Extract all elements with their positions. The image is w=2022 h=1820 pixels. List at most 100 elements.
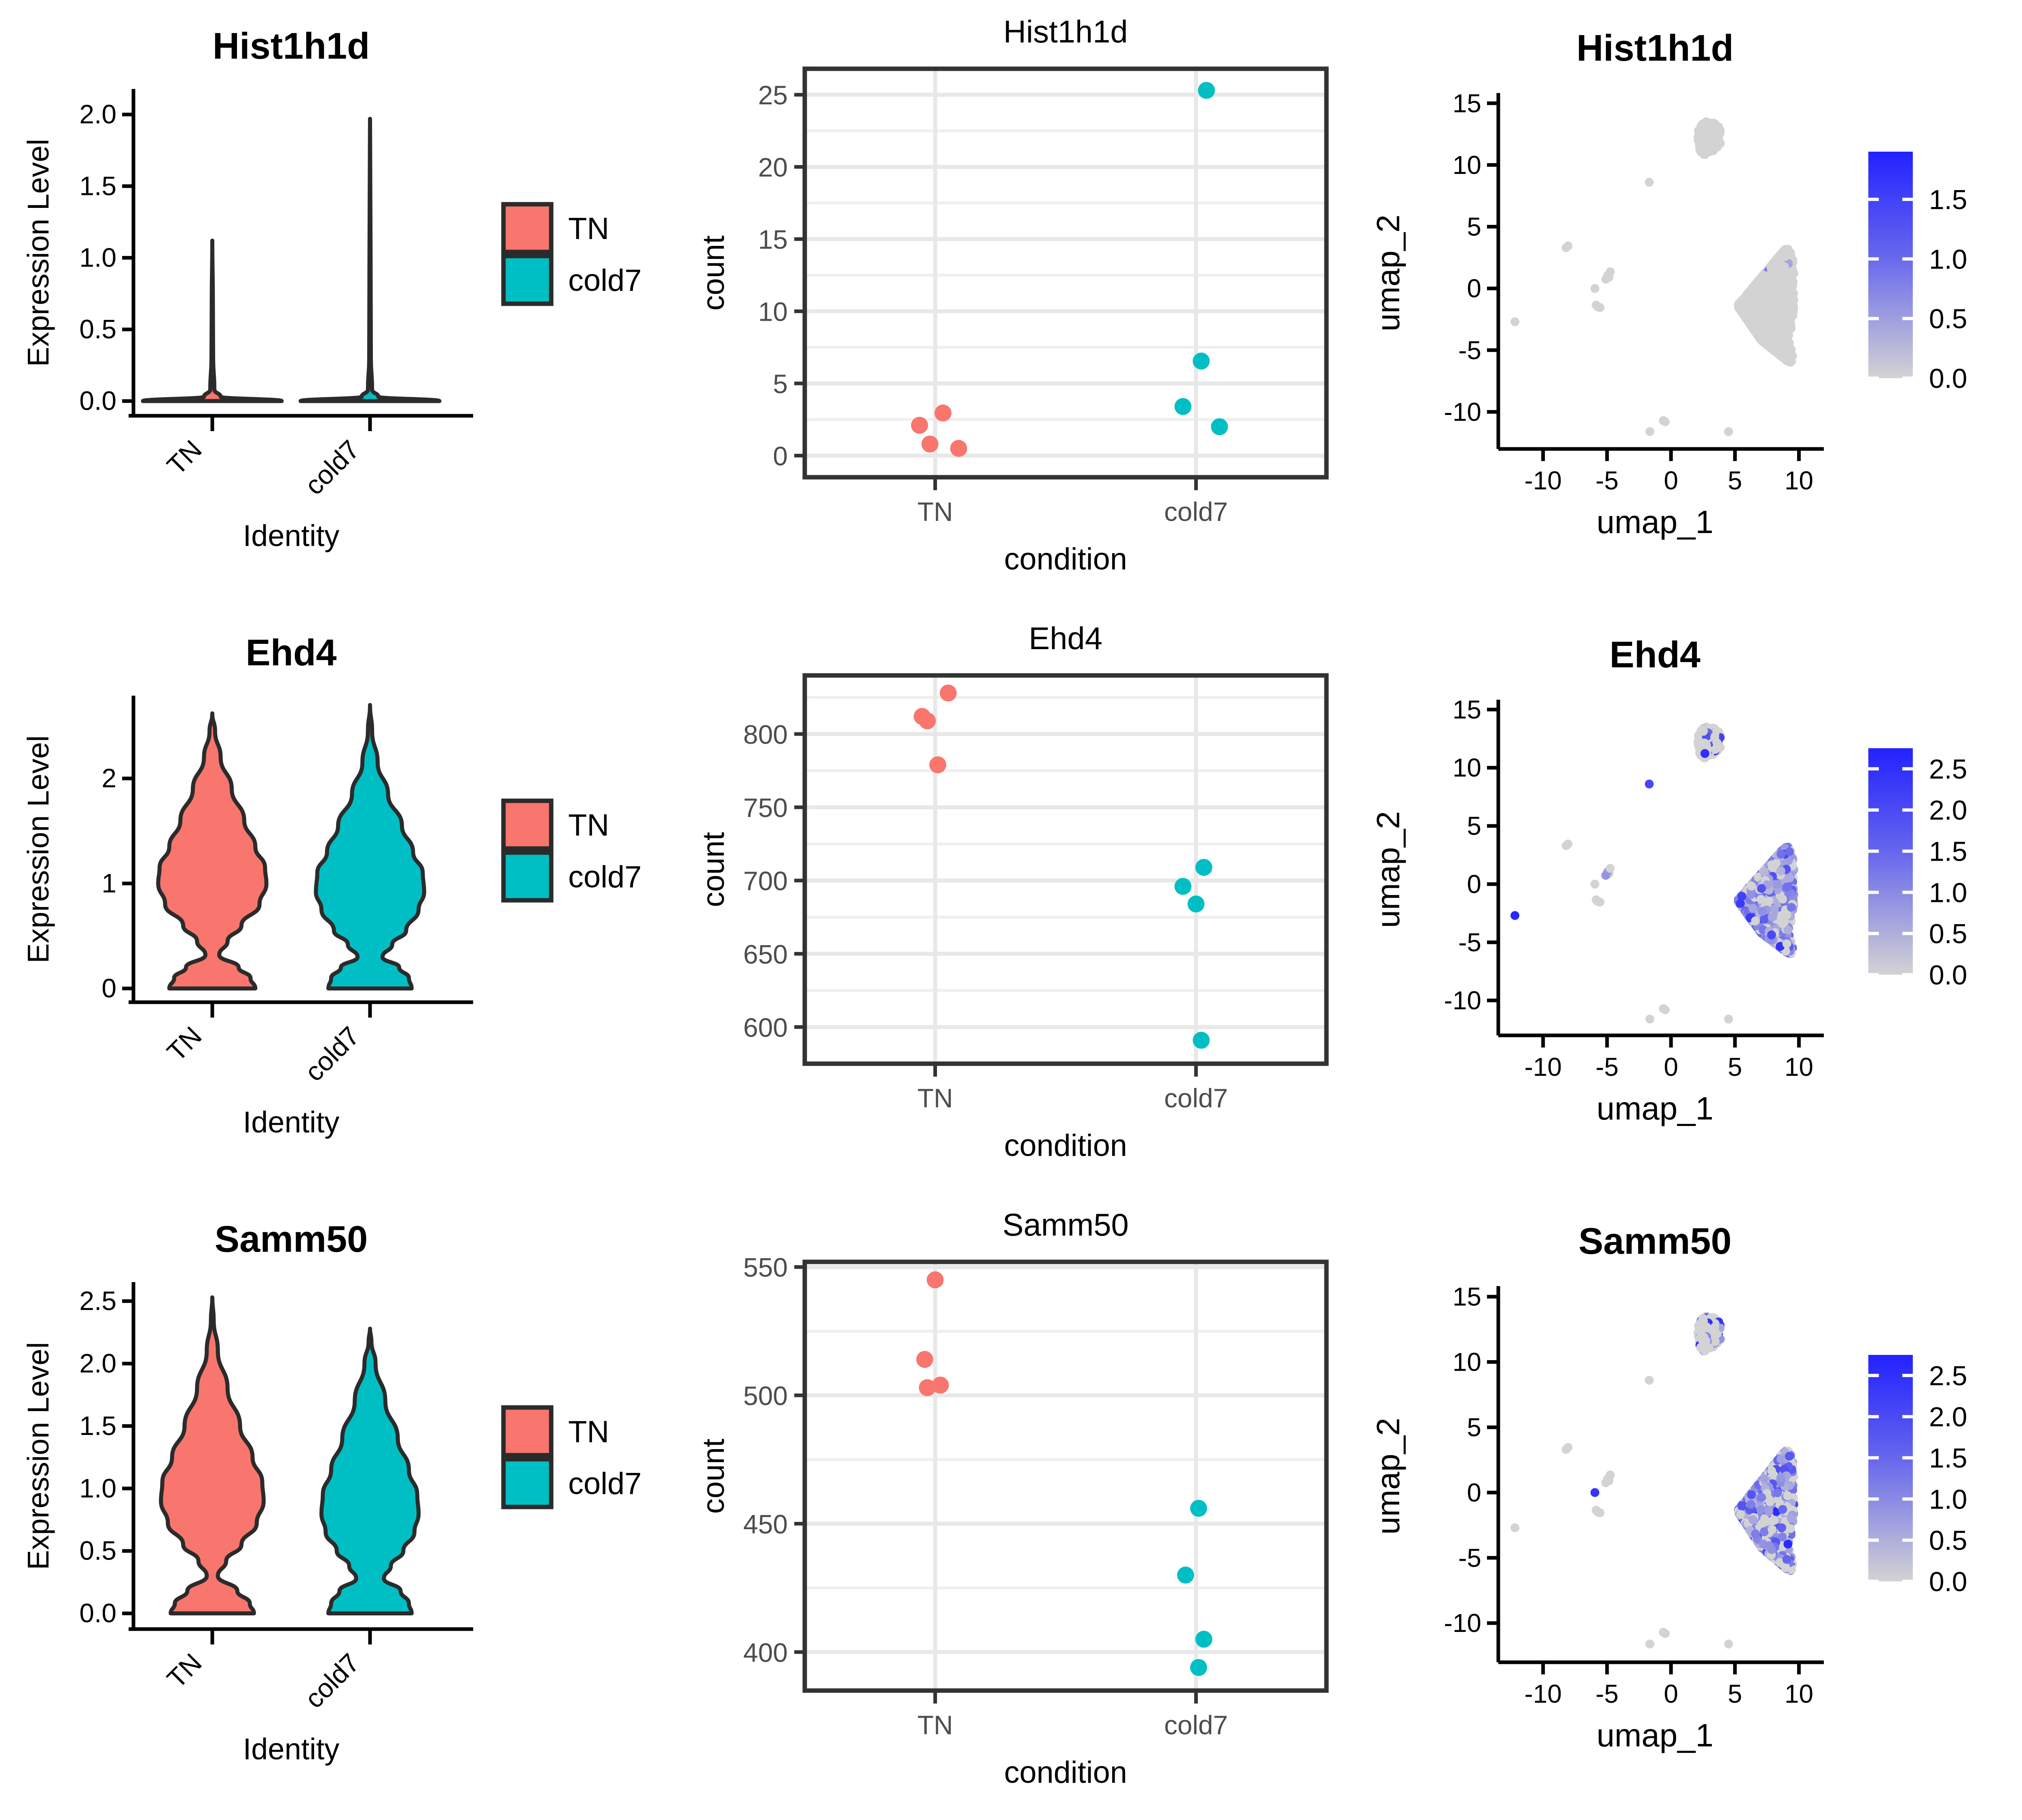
scatter-x-tick-label: TN [918, 1710, 953, 1740]
umap-point [1645, 779, 1654, 789]
scatter-y-tick-label: 550 [743, 1253, 788, 1282]
scatter-point-cold7 [1211, 418, 1228, 436]
umap-x-tick-label: -5 [1595, 466, 1618, 495]
scatter-y-tick-label: 400 [743, 1638, 788, 1668]
violin-y-tick-label: 1.5 [79, 171, 116, 201]
umap-point [1724, 1014, 1733, 1024]
scatter-y-axis-label: count [696, 235, 731, 311]
umap-point [1767, 338, 1776, 347]
umap-point [1778, 300, 1787, 309]
scatter-point-TN [934, 404, 952, 422]
umap-point [1756, 895, 1766, 904]
scatter-point-TN [919, 1379, 936, 1397]
umap-point [1778, 895, 1787, 904]
umap-point [1590, 284, 1599, 293]
umap-point [1787, 309, 1796, 318]
violin-y-tick-label: 0.0 [79, 386, 116, 416]
umap-point [1700, 145, 1709, 154]
umap-x-tick-label: 10 [1785, 466, 1813, 495]
scatter-panel-bg [805, 1262, 1326, 1691]
scatter-point-TN [926, 1271, 944, 1289]
umap-point [1724, 427, 1733, 436]
umap-point [1696, 741, 1706, 750]
umap-x-tick-label: 5 [1728, 1052, 1742, 1081]
umap-point [1767, 930, 1776, 940]
scatter-y-tick-label: 700 [743, 866, 788, 896]
scatter-panel-bg [805, 69, 1326, 477]
umap-x-tick-label: -10 [1524, 466, 1562, 495]
scatter-panel-row-2: Samm50 400 450 500 550 TN cold7 condition count [687, 1193, 1355, 1820]
scatter-point-TN [921, 435, 939, 453]
legend-label-TN: TN [568, 212, 609, 246]
umap-colorbar-tick-label: 1.5 [1929, 836, 1967, 867]
umap-point [1785, 847, 1794, 856]
umap-x-axis-label: umap_1 [1597, 504, 1713, 540]
umap-title: Hist1h1d [1576, 28, 1734, 69]
scatter-x-tick-label: cold7 [1164, 497, 1228, 527]
violin-title: Samm50 [215, 1219, 368, 1260]
umap-point [1700, 749, 1709, 758]
umap-panel-row-1: Ehd4 -10 -5 0 5 10 15 -10 -5 0 5 10 umap_1 umap_2 0.0 0… [1355, 607, 2022, 1193]
scatter-point-cold7 [1187, 895, 1205, 913]
umap-x-tick-label: -5 [1595, 1679, 1618, 1708]
umap-point-cloud [1510, 722, 1798, 1024]
violin-y-tick-label: 2.5 [79, 1286, 116, 1316]
legend-swatch-cold7 [501, 254, 554, 306]
violin-x-axis-label: Identity [243, 1105, 340, 1139]
violin-y-tick-label: 2.0 [79, 99, 116, 129]
umap-point [1767, 263, 1776, 273]
umap-point [1737, 297, 1747, 306]
umap-point [1770, 310, 1779, 320]
umap-point [1645, 427, 1654, 436]
umap-x-tick-label: -10 [1524, 1679, 1562, 1708]
umap-point [1605, 267, 1615, 276]
umap-point [1767, 860, 1776, 870]
scatter-point-cold7 [1190, 1500, 1207, 1517]
umap-point [1783, 287, 1792, 296]
umap-point [1605, 864, 1615, 873]
legend-label-cold7: cold7 [568, 860, 642, 894]
umap-point [1699, 727, 1708, 736]
umap-y-tick-label: 10 [1453, 1348, 1481, 1377]
umap-point [1747, 881, 1756, 891]
legend-label-cold7: cold7 [568, 1467, 642, 1501]
umap-colorbar-tick-label: 2.5 [1929, 754, 1967, 785]
scatter-point-TN [919, 712, 936, 730]
violin-shape-cold7 [314, 703, 426, 991]
umap-point [1660, 417, 1670, 426]
umap-y-tick-label: -10 [1444, 986, 1482, 1015]
umap-point [1746, 890, 1756, 899]
violin-shape-TN [141, 238, 284, 403]
umap-y-tick-label: 0 [1467, 1478, 1481, 1507]
umap-x-tick-label: -10 [1524, 1052, 1562, 1081]
umap-point [1595, 897, 1605, 907]
violin-title: Ehd4 [246, 632, 337, 673]
legend-label-cold7: cold7 [568, 263, 642, 298]
scatter-point-cold7 [1198, 82, 1215, 99]
umap-y-axis-label: umap_2 [1370, 1418, 1406, 1534]
umap-point [1783, 925, 1793, 935]
violin-shape-cold7 [319, 1327, 421, 1616]
umap-y-axis-label: umap_2 [1370, 811, 1406, 928]
scatter-point-cold7 [1195, 1631, 1212, 1648]
scatter-title: Samm50 [1003, 1207, 1129, 1242]
scatter-point-cold7 [1177, 1566, 1194, 1584]
umap-x-tick-label: 10 [1785, 1052, 1813, 1081]
violin-y-tick-label: 1.5 [79, 1411, 116, 1441]
scatter-y-axis-label: count [696, 1439, 731, 1514]
umap-colorbar-tick-label: 0.0 [1929, 363, 1967, 394]
umap-point [1710, 127, 1720, 137]
umap-x-tick-label: 0 [1664, 466, 1678, 495]
umap-panel-row-0: Hist1h1d -10 -5 0 5 10 15 -10 -5 0 5 10 umap_1 umap_2… [1355, 0, 2022, 607]
umap-x-tick-label: 5 [1728, 1679, 1742, 1708]
scatter-x-tick-label: TN [918, 497, 953, 527]
umap-point [1777, 252, 1786, 262]
umap-colorbar-tick-label: 0.5 [1929, 304, 1967, 334]
violin-title: Hist1h1d [213, 25, 370, 67]
umap-point [1711, 745, 1720, 754]
umap-y-tick-label: 0 [1467, 870, 1481, 899]
umap-y-tick-label: -5 [1458, 1543, 1481, 1572]
umap-y-tick-label: 15 [1453, 1282, 1481, 1311]
scatter-y-tick-label: 20 [758, 152, 788, 182]
